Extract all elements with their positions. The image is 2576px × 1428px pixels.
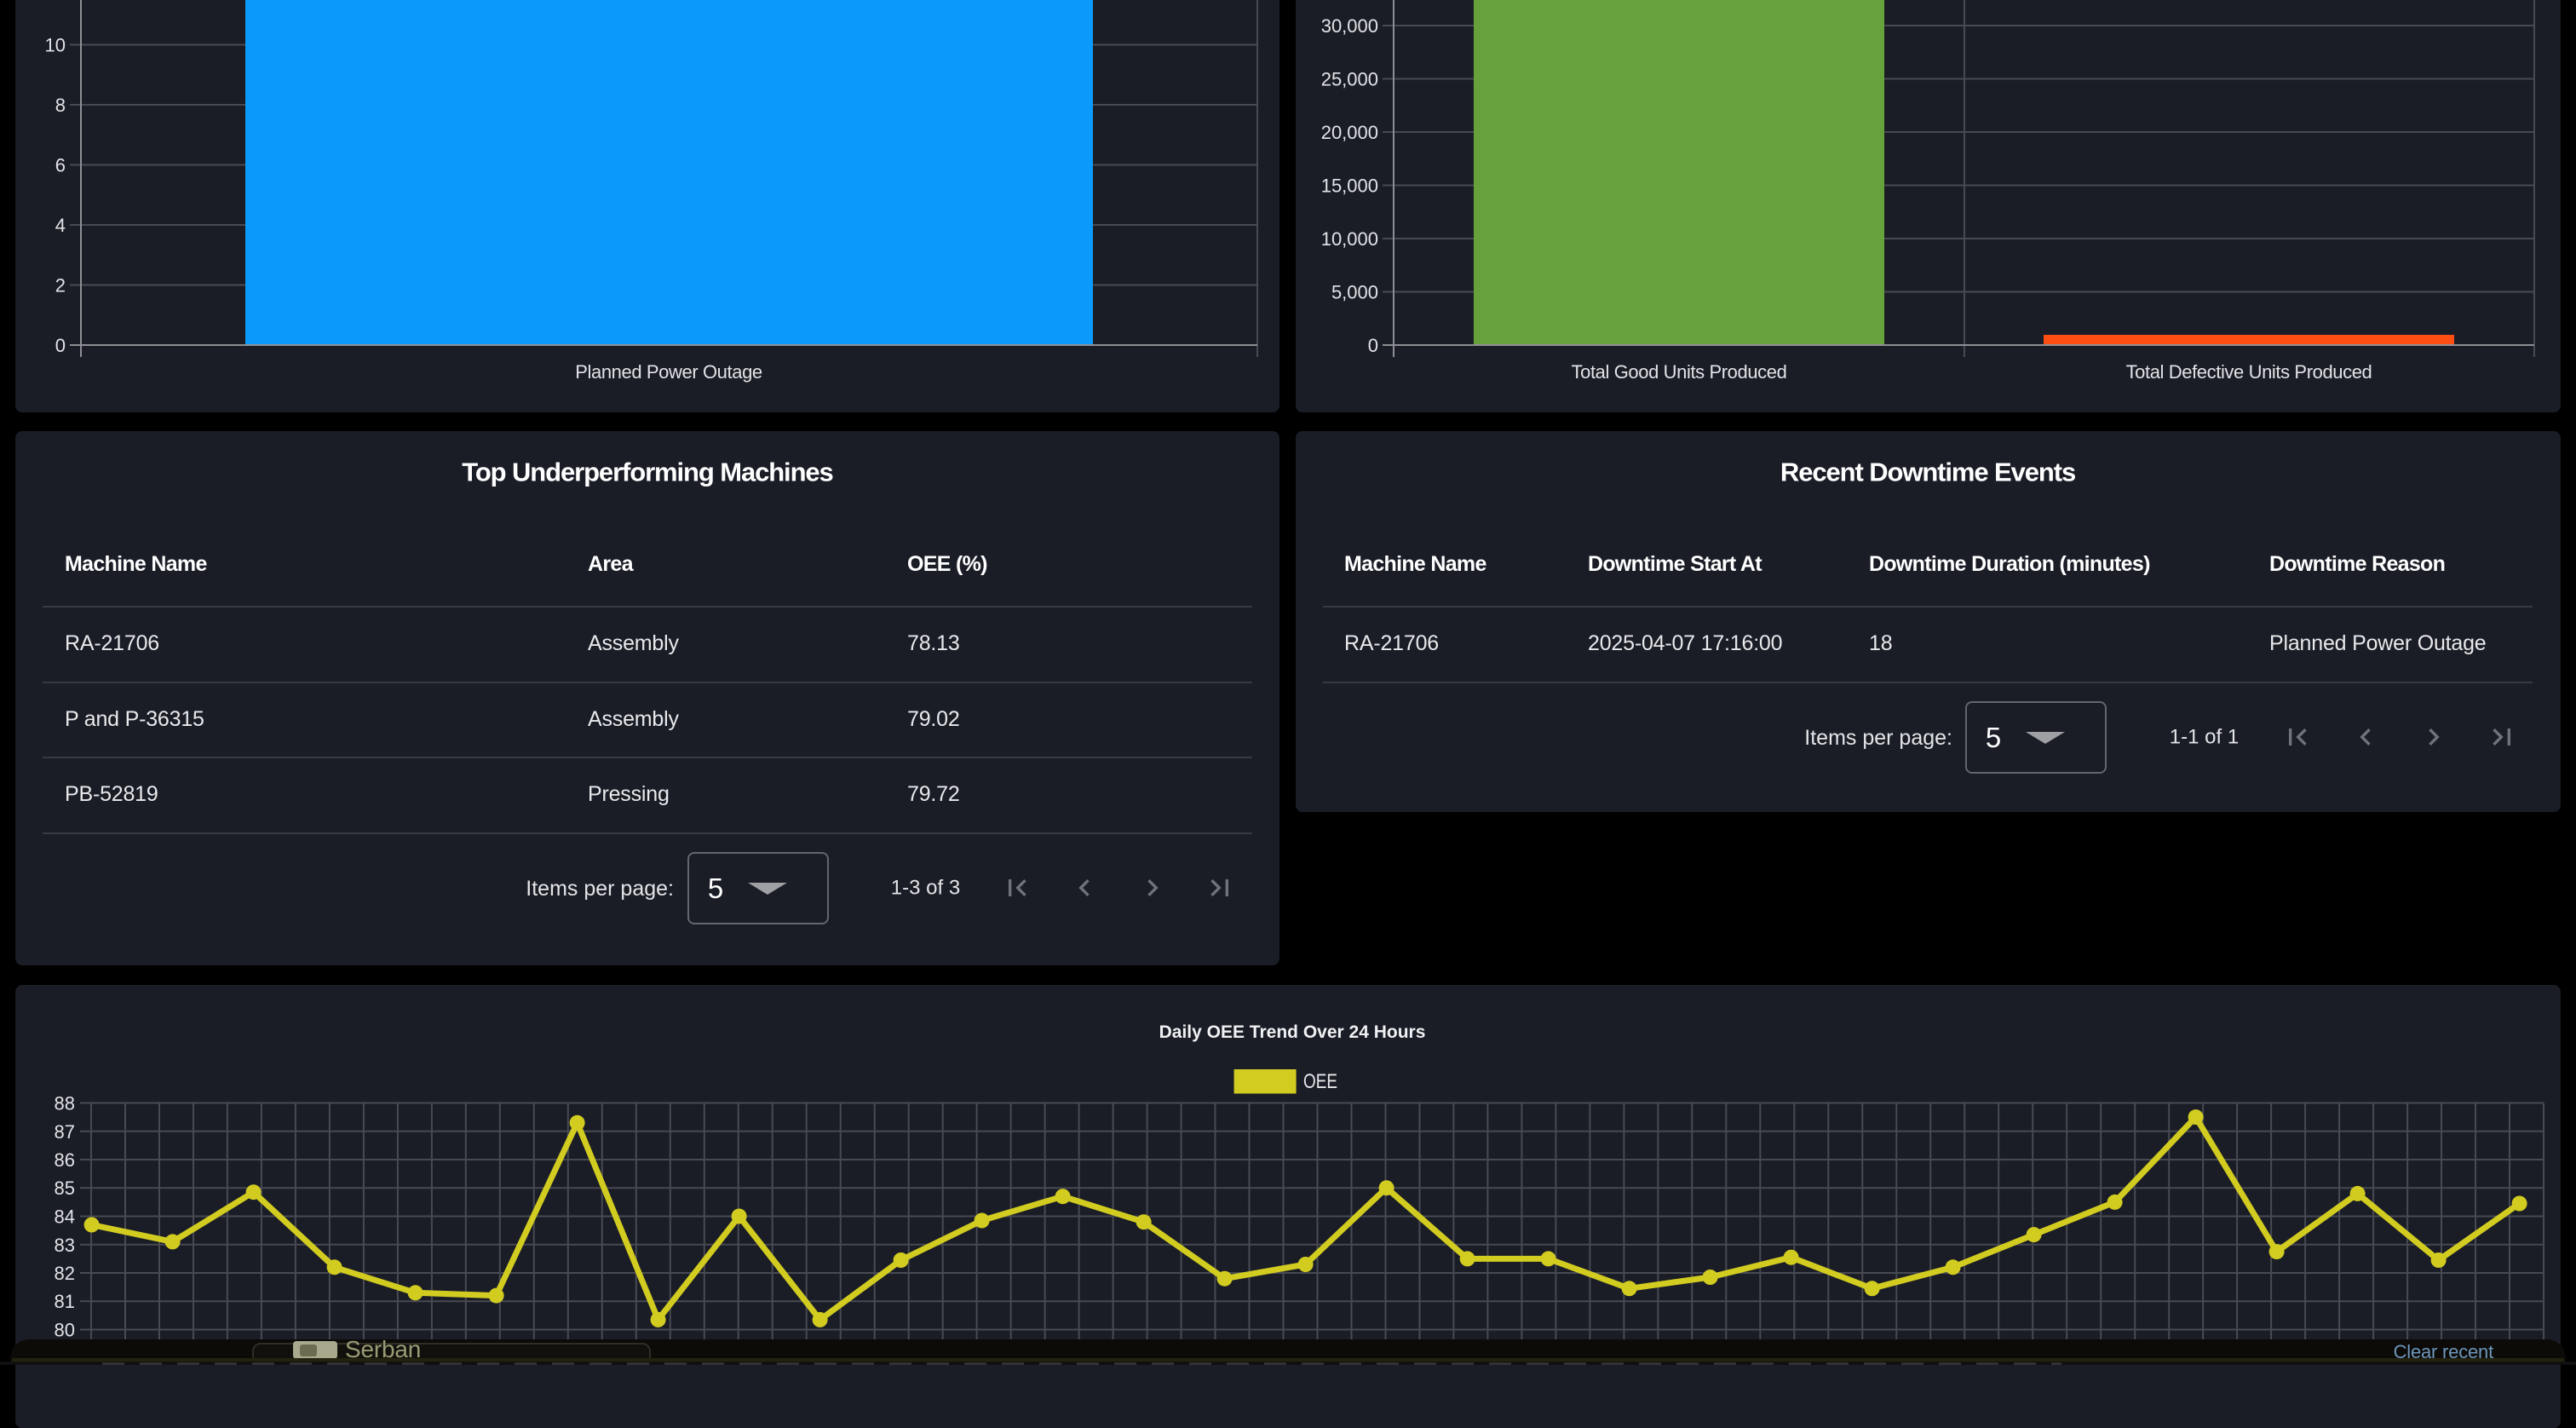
- svg-text:86: 86: [55, 1149, 75, 1171]
- svg-text:OEE: OEE: [1303, 1070, 1337, 1093]
- svg-text:87: 87: [55, 1121, 75, 1143]
- svg-text:10: 10: [45, 35, 66, 56]
- svg-text:85: 85: [55, 1178, 75, 1199]
- svg-text:Total Defective Units Produced: Total Defective Units Produced: [2126, 361, 2372, 383]
- svg-text:30,000: 30,000: [1321, 15, 1378, 37]
- svg-text:80: 80: [55, 1320, 75, 1341]
- svg-text:8: 8: [55, 95, 66, 116]
- svg-text:82: 82: [55, 1263, 75, 1284]
- svg-text:81: 81: [55, 1291, 75, 1312]
- svg-text:15,000: 15,000: [1321, 176, 1378, 197]
- svg-text:5,000: 5,000: [1331, 282, 1378, 303]
- svg-text:10,000: 10,000: [1321, 228, 1378, 250]
- svg-text:88: 88: [55, 1093, 75, 1114]
- svg-text:Daily OEE Trend Over 24 Hours: Daily OEE Trend Over 24 Hours: [1159, 1022, 1426, 1042]
- svg-text:25,000: 25,000: [1321, 69, 1378, 90]
- svg-text:6: 6: [55, 155, 66, 176]
- svg-text:84: 84: [55, 1206, 75, 1228]
- svg-text:0: 0: [55, 335, 66, 356]
- svg-text:0: 0: [1368, 335, 1378, 356]
- svg-text:83: 83: [55, 1235, 75, 1256]
- svg-text:2: 2: [55, 275, 66, 297]
- svg-text:20,000: 20,000: [1321, 122, 1378, 143]
- svg-text:4: 4: [55, 215, 66, 236]
- svg-text:Planned Power Outage: Planned Power Outage: [575, 361, 762, 383]
- svg-text:Total Good Units Produced: Total Good Units Produced: [1572, 361, 1787, 383]
